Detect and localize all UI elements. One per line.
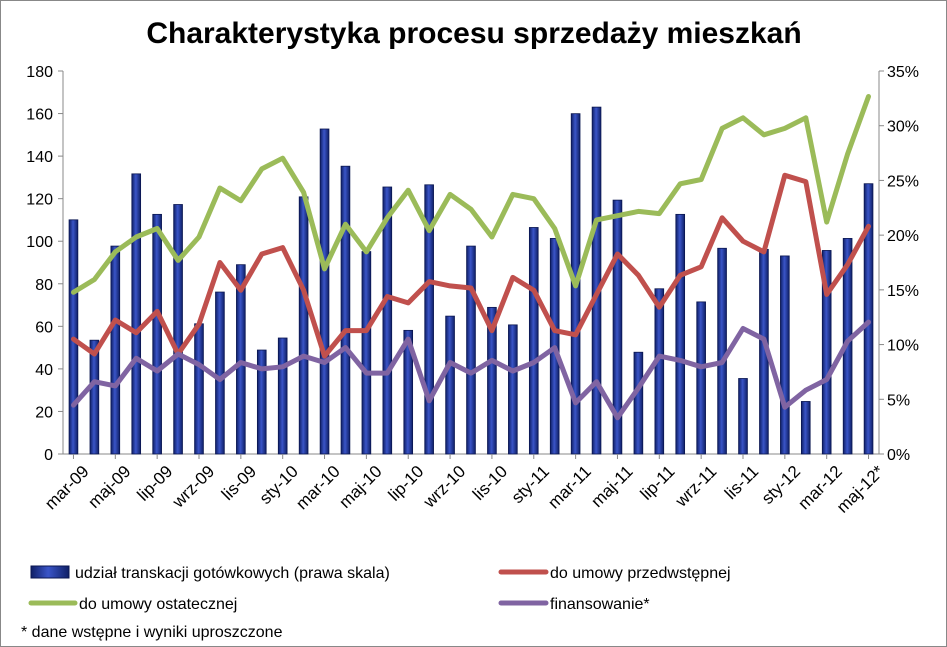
plot-area: 0 20 40 60 80 100 120 140 160 180 0% 5% 10% 15% 20% 25%… bbox=[26, 64, 919, 517]
x-tick-label: wrz-11 bbox=[671, 462, 720, 511]
bar-cash-share bbox=[173, 204, 183, 455]
bar-cash-share bbox=[152, 213, 162, 455]
bar-cash-share bbox=[361, 251, 372, 455]
bar-cash-share bbox=[236, 264, 246, 455]
x-tick-label: wrz-10 bbox=[419, 462, 469, 512]
legend-swatch-cash-share bbox=[30, 565, 70, 579]
right-tick-label: 20% bbox=[887, 228, 919, 245]
legend-label-financing: finansowanie* bbox=[550, 596, 650, 613]
left-tick-label: 140 bbox=[26, 149, 53, 166]
bar-cash-share bbox=[256, 349, 267, 455]
bar-cash-share bbox=[466, 245, 476, 455]
bar-cash-share bbox=[675, 213, 686, 455]
x-tick-label: mar-10 bbox=[292, 462, 344, 514]
bar-cash-share bbox=[591, 106, 602, 455]
right-tick-label: 15% bbox=[887, 283, 919, 300]
right-tick-label: 0% bbox=[887, 447, 910, 464]
bar-cash-share bbox=[131, 173, 142, 455]
bar-cash-share bbox=[738, 378, 748, 455]
left-tick-label: 100 bbox=[26, 234, 53, 251]
bar-cash-share bbox=[696, 301, 706, 455]
bar-cash-share bbox=[298, 196, 309, 455]
x-tick-label: lis-11 bbox=[721, 462, 762, 503]
bar-cash-share bbox=[445, 315, 455, 455]
chart-title: Charakterystyka procesu sprzedaży mieszk… bbox=[146, 17, 801, 50]
bar-cash-share bbox=[528, 227, 539, 455]
bar-cash-share bbox=[194, 323, 204, 455]
x-tick-label: wrz-09 bbox=[168, 462, 218, 512]
bar-cash-share bbox=[215, 291, 225, 455]
left-tick-label: 160 bbox=[26, 107, 53, 124]
x-tick-label: maj-12* bbox=[833, 462, 888, 517]
right-tick-label: 10% bbox=[887, 338, 919, 355]
left-tick-label: 120 bbox=[26, 192, 53, 209]
left-tick-label: 40 bbox=[35, 362, 53, 379]
line-final bbox=[71, 94, 871, 295]
bar-cash-share bbox=[424, 184, 434, 455]
legend-item-cash-share: udział transkacji gotówkowych (prawa ska… bbox=[30, 565, 390, 582]
left-tick-label: 60 bbox=[35, 319, 53, 336]
legend-item-preliminary: do umowy przedwstępnej bbox=[498, 565, 731, 582]
bar-cash-share bbox=[508, 324, 518, 455]
bar-cash-share bbox=[654, 288, 665, 455]
x-tick-label: lis-09 bbox=[218, 462, 260, 504]
bar-cash-share bbox=[800, 401, 811, 455]
bar-cash-share bbox=[340, 165, 351, 455]
left-tick-label: 20 bbox=[35, 404, 53, 421]
legend-label-preliminary: do umowy przedwstępnej bbox=[550, 565, 731, 582]
legend-label-cash-share: udział transkacji gotówkowych (prawa ska… bbox=[75, 565, 390, 582]
bar-cash-share bbox=[110, 245, 121, 455]
line-financing bbox=[71, 319, 871, 421]
left-tick-label: 80 bbox=[35, 277, 53, 294]
legend-item-financing: finansowanie* bbox=[498, 596, 650, 613]
x-tick-label: mar-11 bbox=[544, 462, 595, 513]
x-tick-label: maj-10 bbox=[335, 462, 385, 512]
left-tick-label: 0 bbox=[44, 447, 53, 464]
bar-cash-share bbox=[717, 247, 727, 455]
right-tick-label: 30% bbox=[887, 119, 919, 136]
bar-cash-share bbox=[319, 128, 330, 455]
legend-label-final: do umowy ostatecznej bbox=[79, 596, 237, 613]
legend: udział transkacji gotówkowych (prawa ska… bbox=[28, 565, 731, 613]
bar-cash-share bbox=[89, 339, 100, 455]
x-tick-label: maj-09 bbox=[84, 462, 134, 512]
bar-cash-share bbox=[382, 186, 393, 455]
right-tick-label: 35% bbox=[887, 64, 919, 81]
x-tick-label: maj-11 bbox=[587, 462, 636, 511]
line-preliminary bbox=[71, 172, 871, 359]
bar-cash-share bbox=[277, 337, 288, 455]
right-tick-label: 25% bbox=[887, 173, 919, 190]
x-tick-label: lis-10 bbox=[469, 462, 511, 504]
left-tick-label: 180 bbox=[26, 64, 53, 81]
x-tick-label: mar-09 bbox=[41, 462, 93, 514]
bar-cash-share bbox=[633, 351, 644, 455]
bar-cash-share bbox=[780, 255, 790, 455]
footnote: * dane wstępne i wyniki uproszczone bbox=[21, 624, 283, 641]
legend-item-final: do umowy ostatecznej bbox=[28, 596, 237, 613]
right-tick-label: 5% bbox=[887, 392, 910, 409]
